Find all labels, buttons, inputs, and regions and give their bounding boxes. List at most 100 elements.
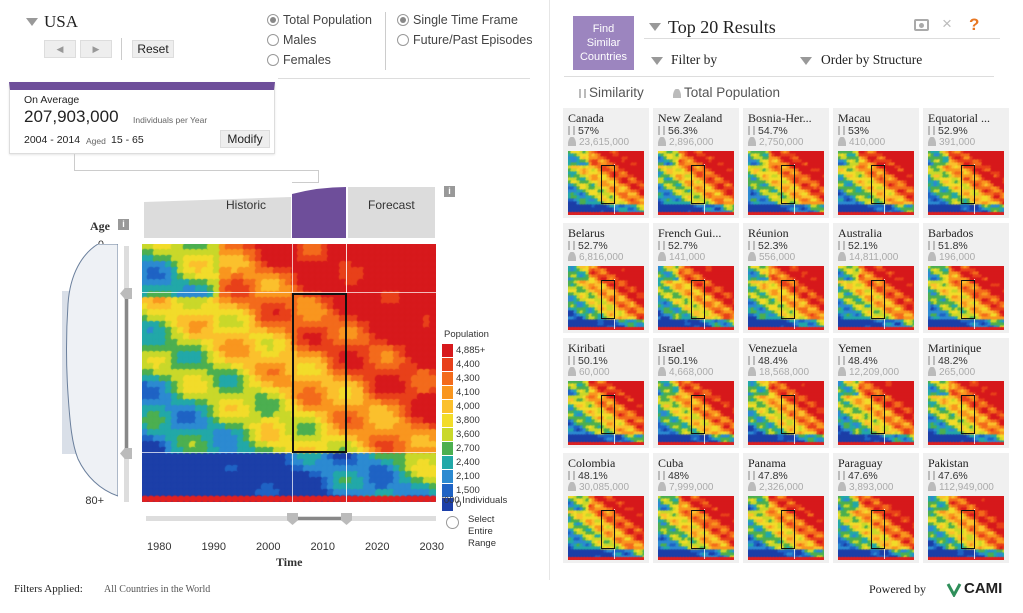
sort-total-population[interactable]: Total Population xyxy=(673,85,780,100)
result-tile[interactable]: Bosnia-Her... 54.7% 2,750,000 xyxy=(743,108,829,218)
radio-total-population[interactable]: Total Population xyxy=(267,13,372,27)
similarity-icon xyxy=(658,356,665,365)
country-title[interactable]: USA xyxy=(44,12,79,31)
result-heatmap xyxy=(928,266,1004,330)
result-similarity: 57% xyxy=(568,125,599,137)
legend-label: 3,600 xyxy=(456,429,480,440)
result-tile[interactable]: Réunion 52.3% 556,000 xyxy=(743,223,829,333)
select-entire-range-radio[interactable] xyxy=(446,516,459,529)
result-tile[interactable]: Macau 53% 410,000 xyxy=(833,108,919,218)
sort-similarity[interactable]: Similarity xyxy=(579,85,644,100)
selection-rectangle[interactable] xyxy=(292,293,347,453)
results-dropdown-icon[interactable] xyxy=(649,23,661,31)
result-selection-rectangle xyxy=(601,280,615,319)
age-curve xyxy=(66,244,118,497)
info-icon[interactable]: i xyxy=(118,219,129,230)
time-slider-handle-left[interactable] xyxy=(287,513,298,525)
legend-row: 4,300 xyxy=(442,372,480,385)
result-tile[interactable]: Pakistan 47.6% 112,949,000 xyxy=(923,453,1009,563)
time-tick: 1980 xyxy=(147,541,172,553)
result-heatmap xyxy=(748,381,824,445)
result-tile[interactable]: Cuba 48% 7,999,000 xyxy=(653,453,739,563)
result-selection-rectangle xyxy=(781,280,795,319)
result-heatmap xyxy=(928,151,1004,215)
result-heatmap xyxy=(748,151,824,215)
filter-dropdown-icon[interactable] xyxy=(651,57,663,65)
time-axis-label: Time xyxy=(276,555,303,569)
person-icon xyxy=(928,137,936,146)
result-tile[interactable]: Paraguay 47.6% 3,893,000 xyxy=(833,453,919,563)
result-tile[interactable]: Belarus 52.7% 6,816,000 xyxy=(563,223,649,333)
age-slider-range[interactable] xyxy=(125,293,128,453)
results-title: Top 20 Results xyxy=(668,17,776,37)
result-tile[interactable]: Martinique 48.2% 265,000 xyxy=(923,338,1009,448)
result-tile[interactable]: Barbados 51.8% 196,000 xyxy=(923,223,1009,333)
result-tile[interactable]: Australia 52.1% 14,811,000 xyxy=(833,223,919,333)
camera-icon[interactable] xyxy=(914,19,929,31)
similarity-icon xyxy=(748,126,755,135)
radio-future-past-episodes[interactable]: Future/Past Episodes xyxy=(397,33,533,47)
radio-males[interactable]: Males xyxy=(267,33,316,47)
result-tile[interactable]: New Zealand 56.3% 2,896,000 xyxy=(653,108,739,218)
result-heatmap xyxy=(748,266,824,330)
person-icon xyxy=(748,367,756,376)
right-panel: Find Similar Countries Top 20 Results × … xyxy=(556,0,1023,580)
modify-button[interactable]: Modify xyxy=(220,130,270,148)
reset-button[interactable]: Reset xyxy=(132,40,174,58)
person-icon xyxy=(928,252,936,261)
info-icon[interactable]: i xyxy=(444,186,455,197)
left-panel: USA ◀ ▶ Reset Total Population Males Fem… xyxy=(9,0,550,580)
legend-row: 3,800 xyxy=(442,414,480,427)
result-country-name: Cuba xyxy=(658,456,684,470)
result-tile[interactable]: Canada 57% 23,615,000 xyxy=(563,108,649,218)
radio-single-time-frame[interactable]: Single Time Frame xyxy=(397,13,518,27)
legend-row: 2,400 xyxy=(442,456,480,469)
divider xyxy=(644,38,1000,39)
similarity-icon xyxy=(568,471,575,480)
legend-label: 4,100 xyxy=(456,387,480,398)
result-selection-rectangle xyxy=(601,395,615,434)
result-population: 265,000 xyxy=(928,367,975,378)
legend-swatch xyxy=(442,498,453,511)
radio-dot xyxy=(397,14,409,26)
legend-label: 4,885+ xyxy=(456,345,486,356)
result-country-name: Panama xyxy=(748,456,786,470)
forecast-band[interactable] xyxy=(348,187,435,238)
population-heatmap[interactable] xyxy=(142,244,436,502)
historic-band[interactable] xyxy=(144,197,291,238)
result-selection-rectangle xyxy=(691,280,705,319)
order-by[interactable]: Order by Structure xyxy=(821,52,923,67)
result-population: 4,668,000 xyxy=(658,367,714,378)
result-tile[interactable]: Venezuela 48.4% 18,568,000 xyxy=(743,338,829,448)
prev-button[interactable]: ◀ xyxy=(44,40,76,58)
legend-swatch xyxy=(442,442,453,455)
result-tile[interactable]: Colombia 48.1% 30,085,000 xyxy=(563,453,649,563)
result-tile[interactable]: Panama 47.8% 2,326,000 xyxy=(743,453,829,563)
person-icon xyxy=(658,367,666,376)
result-tile[interactable]: Kiribati 50.1% 60,000 xyxy=(563,338,649,448)
result-similarity: 47.6% xyxy=(928,470,968,482)
age-slider-handle-bottom[interactable] xyxy=(120,448,132,459)
find-similar-countries-button[interactable]: Find Similar Countries xyxy=(573,16,634,70)
result-tile[interactable]: French Gui... 52.7% 141,000 xyxy=(653,223,739,333)
country-dropdown-icon[interactable] xyxy=(26,18,38,26)
result-population: 2,896,000 xyxy=(658,137,714,148)
result-tile[interactable]: Israel 50.1% 4,668,000 xyxy=(653,338,739,448)
order-dropdown-icon[interactable] xyxy=(800,57,812,65)
select-entire-range-label[interactable]: Select Entire Range xyxy=(468,514,496,549)
time-slider-handle-right[interactable] xyxy=(341,513,352,525)
close-icon[interactable]: × xyxy=(942,14,952,33)
help-icon[interactable]: ? xyxy=(969,15,980,34)
filter-by[interactable]: Filter by xyxy=(671,52,718,67)
result-population: 3,893,000 xyxy=(838,482,894,493)
radio-females[interactable]: Females xyxy=(267,53,331,67)
next-button[interactable]: ▶ xyxy=(80,40,112,58)
cami-logo-icon xyxy=(946,583,962,597)
selected-band[interactable] xyxy=(292,187,346,238)
result-tile[interactable]: Equatorial ... 52.9% 391,000 xyxy=(923,108,1009,218)
age-slider-handle-top[interactable] xyxy=(120,288,132,299)
radio-dot xyxy=(397,34,409,46)
time-slider-range[interactable] xyxy=(292,517,347,520)
result-tile[interactable]: Yemen 48.4% 12,209,000 xyxy=(833,338,919,448)
forecast-label: Forecast xyxy=(368,198,415,212)
